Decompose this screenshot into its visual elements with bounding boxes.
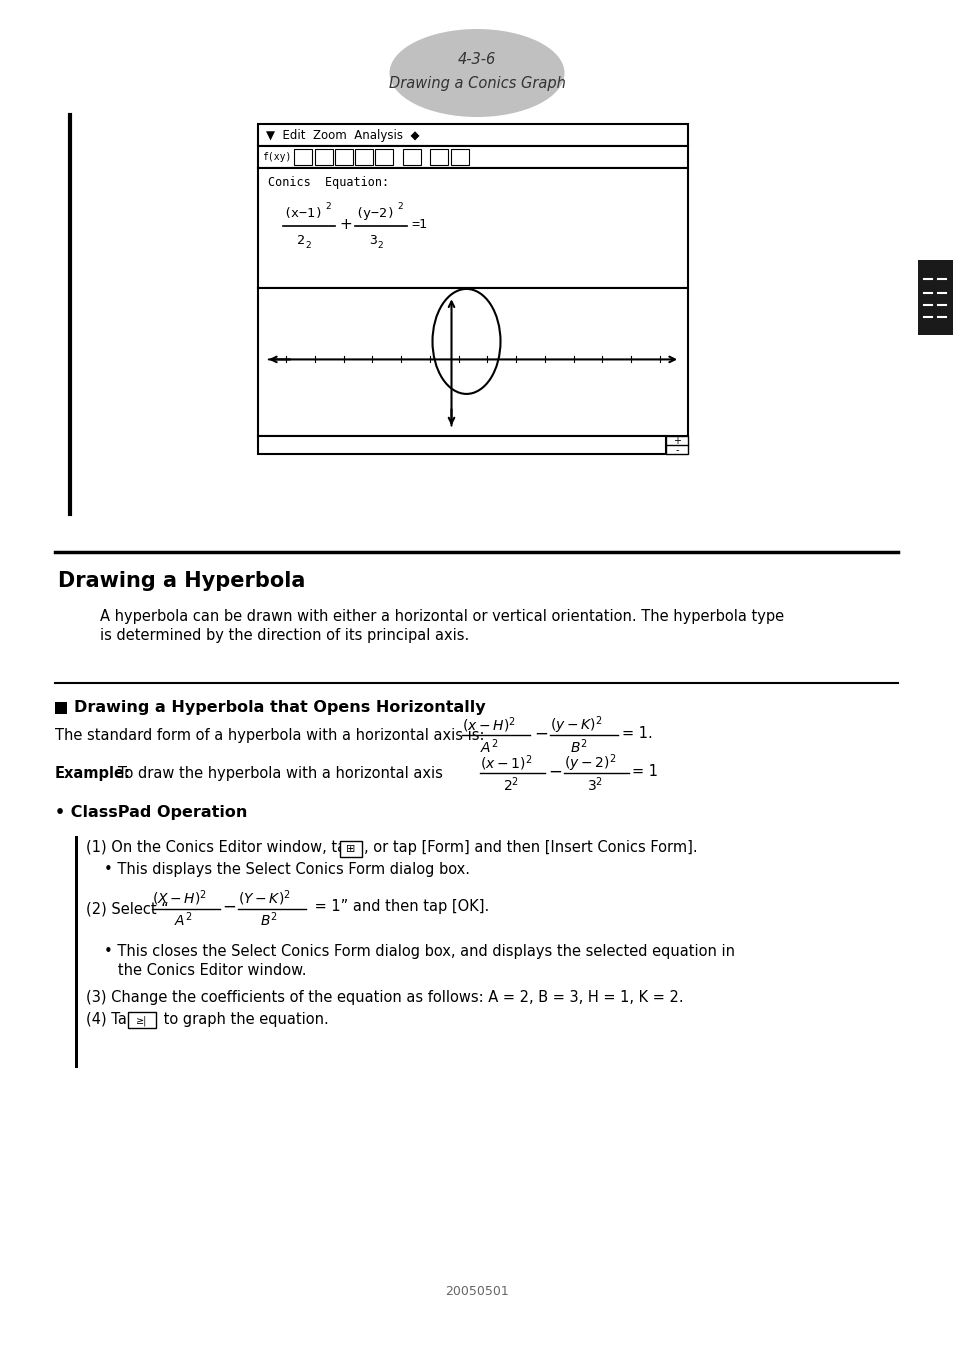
Text: The standard form of a hyperbola with a horizontal axis is:: The standard form of a hyperbola with a … [55, 727, 489, 744]
Text: 4-3-6: 4-3-6 [457, 51, 496, 66]
Bar [257, 288, 687, 437]
Text: $-$: $-$ [222, 896, 236, 914]
Bar [55, 702, 67, 714]
Text: , or tap [Form] and then [Insert Conics Form].: , or tap [Form] and then [Insert Conics … [364, 840, 697, 856]
Text: $(x - H)^2$: $(x - H)^2$ [461, 715, 516, 735]
Text: (x−1): (x−1) [283, 207, 323, 220]
Text: A hyperbola can be drawn with either a horizontal or vertical orientation. The h: A hyperbola can be drawn with either a h… [100, 608, 783, 625]
Text: $(X - H)^2$: $(X - H)^2$ [152, 888, 207, 909]
Bar [257, 146, 687, 169]
Text: $2^2$: $2^2$ [502, 775, 518, 794]
Text: +: + [338, 216, 352, 233]
Bar [375, 149, 393, 165]
Text: $A^2$: $A^2$ [173, 910, 193, 929]
Text: $3^2$: $3^2$ [586, 775, 602, 794]
Bar [355, 149, 373, 165]
Text: 3: 3 [369, 234, 376, 247]
Text: To draw the hyperbola with a horizontal axis: To draw the hyperbola with a horizontal … [118, 765, 442, 781]
Text: f(xy): f(xy) [262, 153, 291, 162]
Bar [335, 149, 353, 165]
Text: Drawing a Hyperbola: Drawing a Hyperbola [58, 572, 305, 591]
Bar [430, 149, 448, 165]
Text: -: - [675, 445, 678, 454]
Text: (4) Tap: (4) Tap [86, 1011, 141, 1028]
Text: Drawing a Conics Graph: Drawing a Conics Graph [388, 76, 565, 91]
Text: $A^2$: $A^2$ [479, 737, 497, 756]
Bar [917, 261, 953, 335]
Text: = 1.: = 1. [621, 726, 652, 741]
Text: $(Y - K)^2$: $(Y - K)^2$ [237, 888, 291, 909]
Bar [128, 1013, 156, 1029]
Text: $-$: $-$ [534, 723, 548, 741]
Bar [257, 437, 665, 454]
Text: = 1: = 1 [631, 764, 658, 779]
Text: +: + [672, 435, 680, 446]
Bar [402, 149, 420, 165]
Text: ≥|: ≥| [136, 1015, 148, 1026]
Bar [257, 169, 687, 288]
Text: • This closes the Select Conics Form dialog box, and displays the selected equat: • This closes the Select Conics Form dia… [104, 944, 734, 960]
Text: $(y - K)^2$: $(y - K)^2$ [550, 715, 602, 737]
Bar [294, 149, 312, 165]
Bar [339, 841, 361, 857]
Text: 2: 2 [376, 241, 382, 250]
Text: (1) On the Conics Editor window, tap: (1) On the Conics Editor window, tap [86, 840, 359, 856]
Text: (y−2): (y−2) [355, 207, 395, 220]
Text: ▼  Edit  Zoom  Analysis  ◆: ▼ Edit Zoom Analysis ◆ [266, 128, 419, 142]
Text: 20050501: 20050501 [445, 1284, 508, 1298]
Text: • ClassPad Operation: • ClassPad Operation [55, 804, 247, 821]
Text: =1: =1 [411, 218, 427, 231]
Text: to graph the equation.: to graph the equation. [159, 1011, 329, 1028]
Text: the Conics Editor window.: the Conics Editor window. [104, 963, 306, 979]
Bar [665, 437, 687, 445]
Text: • This displays the Select Conics Form dialog box.: • This displays the Select Conics Form d… [104, 861, 470, 877]
Text: 2: 2 [296, 234, 305, 247]
Text: ⊞: ⊞ [346, 844, 355, 853]
Bar [75, 836, 78, 1068]
Text: 2: 2 [305, 241, 311, 250]
Bar [314, 149, 333, 165]
Text: $(x - 1)^2$: $(x - 1)^2$ [479, 753, 532, 773]
Text: 2: 2 [325, 201, 331, 211]
Text: (2) Select “: (2) Select “ [86, 900, 169, 917]
Text: 2: 2 [396, 201, 402, 211]
Text: $B^2$: $B^2$ [569, 737, 587, 756]
Bar [665, 445, 687, 454]
Text: (3) Change the coefficients of the equation as follows: A = 2, B = 3, H = 1, K =: (3) Change the coefficients of the equat… [86, 990, 683, 1006]
Text: $B^2$: $B^2$ [260, 910, 277, 929]
Bar [451, 149, 469, 165]
Text: $-$: $-$ [547, 761, 561, 779]
Text: Conics  Equation:: Conics Equation: [268, 176, 389, 189]
Text: = 1” and then tap [OK].: = 1” and then tap [OK]. [310, 899, 489, 914]
Text: $(y - 2)^2$: $(y - 2)^2$ [563, 753, 616, 775]
Text: is determined by the direction of its principal axis.: is determined by the direction of its pr… [100, 627, 469, 644]
Text: Example:: Example: [55, 765, 131, 781]
Text: Drawing a Hyperbola that Opens Horizontally: Drawing a Hyperbola that Opens Horizonta… [74, 699, 485, 715]
Ellipse shape [389, 28, 564, 118]
Bar [257, 124, 687, 146]
